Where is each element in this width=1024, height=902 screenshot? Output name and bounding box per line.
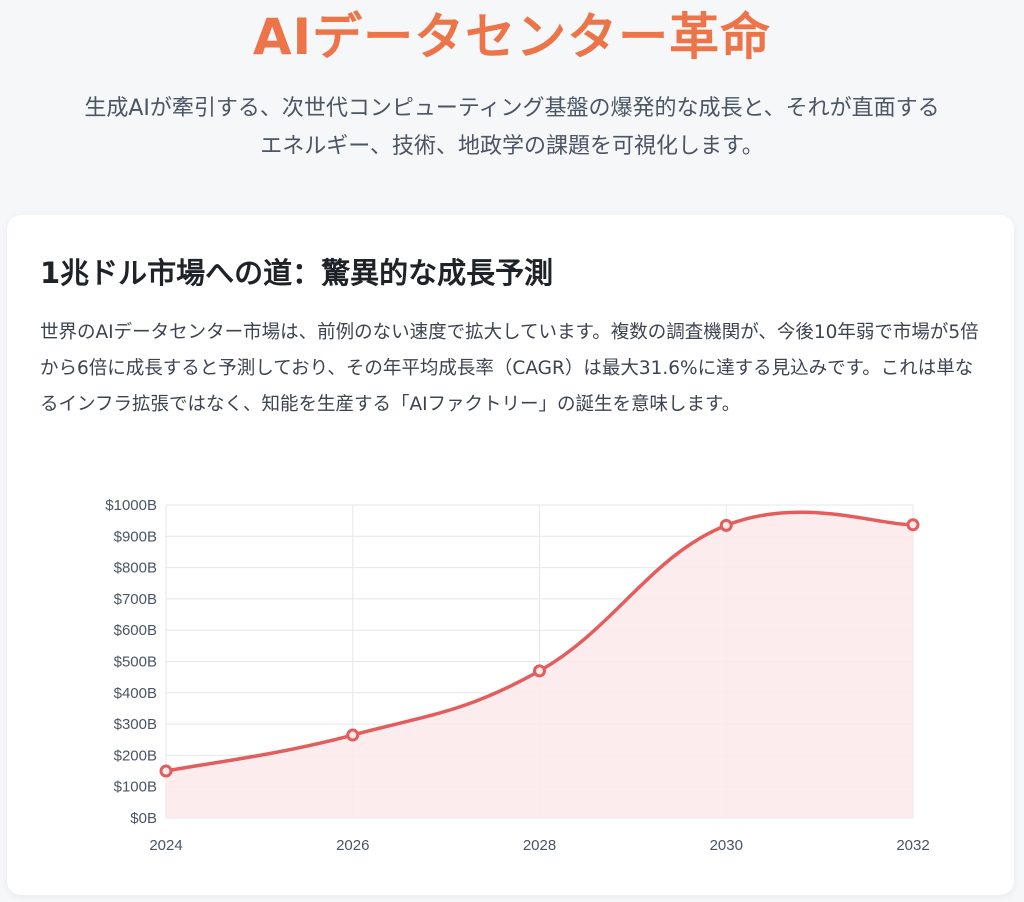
x-tick-label: 2026 xyxy=(336,837,369,854)
page-subtitle-line-1: 生成AIが牽引する、次世代コンピューティング基盤の爆発的な成長と、それが直面する xyxy=(84,96,940,121)
x-tick-label: 2032 xyxy=(896,837,929,854)
page-subtitle: 生成AIが牽引する、次世代コンピューティング基盤の爆発的な成長と、それが直面する… xyxy=(0,90,1024,166)
y-tick-label: $0B xyxy=(130,810,157,827)
page-title: AIデータセンター革命 xyxy=(252,8,772,66)
chart-points xyxy=(159,518,920,778)
y-tick-label: $300B xyxy=(114,716,157,733)
card-title: 1兆ドル市場への道：驚異的な成長予測 xyxy=(40,256,554,290)
data-point[interactable] xyxy=(346,728,360,742)
data-point[interactable] xyxy=(159,764,173,778)
y-tick-label: $900B xyxy=(114,528,157,545)
x-tick-label: 2028 xyxy=(523,837,556,854)
x-tick-label: 2030 xyxy=(710,837,743,854)
page-subtitle-line-2: エネルギー、技術、地政学の課題を可視化します。 xyxy=(260,134,764,159)
y-axis-labels: $0B $100B $200B $300B $400B $500B $600B $700B $8… xyxy=(105,497,157,827)
y-tick-label: $200B xyxy=(114,747,157,764)
growth-chart: $0B $100B $200B $300B $400B $500B $600B $700B $8… xyxy=(105,497,929,854)
y-tick-label: $100B xyxy=(114,779,157,796)
y-tick-label: $600B xyxy=(114,622,157,639)
data-point[interactable] xyxy=(533,664,546,678)
data-point[interactable] xyxy=(906,518,920,532)
x-axis-labels: 2024 2026 2028 2030 2032 xyxy=(149,837,929,854)
y-tick-label: $1000B xyxy=(105,497,157,514)
market-growth-card: 1兆ドル市場への道：驚異的な成長予測 世界のAIデータセンター市場は、前例のない… xyxy=(7,215,1014,895)
card-description: 世界のAIデータセンター市場は、前例のない速度で拡大しています。複数の調査機関が… xyxy=(40,322,979,415)
y-tick-label: $700B xyxy=(114,591,157,608)
y-tick-label: $400B xyxy=(114,685,157,702)
x-tick-label: 2024 xyxy=(149,837,182,854)
data-point[interactable] xyxy=(719,518,733,532)
y-tick-label: $800B xyxy=(114,560,157,577)
y-tick-label: $500B xyxy=(114,654,157,671)
